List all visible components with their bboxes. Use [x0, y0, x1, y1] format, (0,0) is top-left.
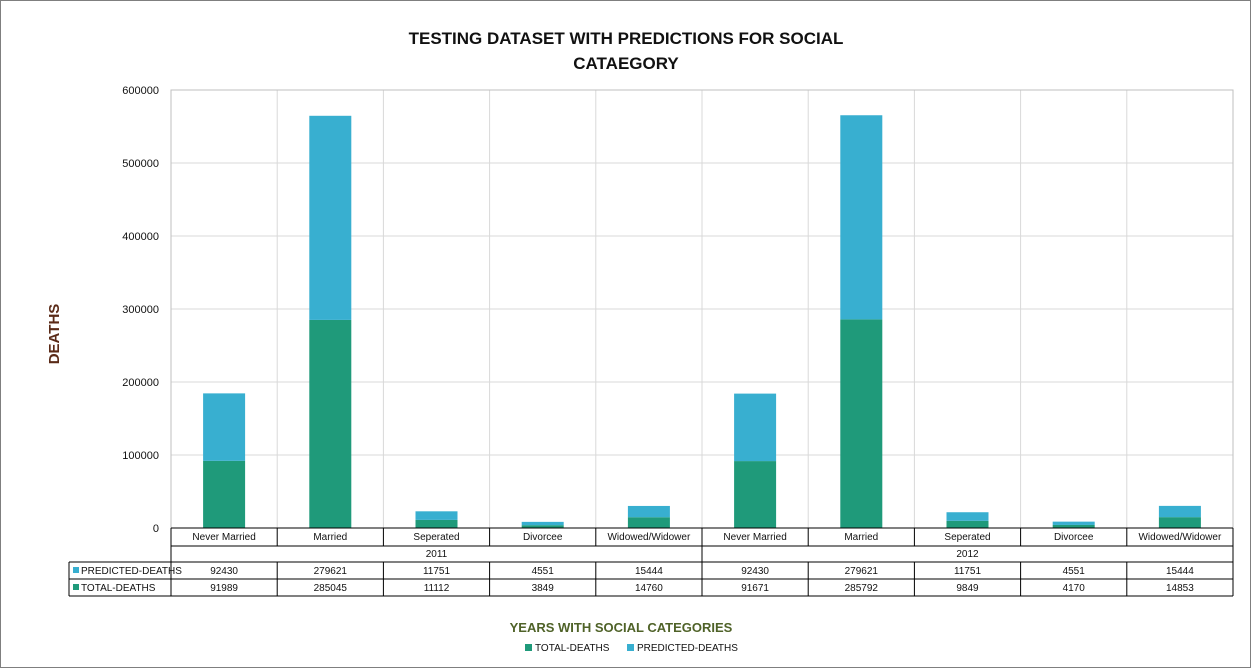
y-tick-label: 100000	[122, 450, 159, 462]
table-row-label: PREDICTED-DEATHS	[81, 566, 182, 577]
bar-predicted-deaths-9	[1158, 505, 1201, 518]
bar-total-deaths-7	[946, 520, 989, 528]
bar-total-deaths-6	[840, 319, 883, 528]
table-cell: 11112	[424, 583, 450, 594]
category-label: Married	[844, 532, 878, 543]
bar-predicted-deaths-0	[203, 393, 246, 461]
table-cell: 91989	[210, 583, 238, 594]
y-tick-label: 300000	[122, 304, 159, 316]
category-label: Never Married	[192, 532, 255, 543]
table-cell: 285792	[845, 583, 879, 594]
group-label: 2012	[956, 549, 979, 560]
bar-predicted-deaths-5	[734, 393, 777, 462]
legend-key-predicted-deaths	[627, 644, 634, 651]
table-cell: 4551	[1063, 566, 1086, 577]
bar-total-deaths-3	[521, 525, 564, 528]
group-label: 2011	[426, 549, 448, 560]
bar-predicted-deaths-4	[627, 505, 670, 518]
table-key-total-deaths	[73, 584, 79, 590]
chart-title-line-2: CATAEGORY	[573, 54, 679, 73]
bar-predicted-deaths-8	[1052, 521, 1095, 525]
category-label: Married	[313, 532, 347, 543]
table-cell: 279621	[845, 566, 879, 577]
bar-predicted-deaths-7	[946, 512, 989, 521]
bar-total-deaths-8	[1052, 524, 1095, 528]
table-cell: 92430	[741, 566, 769, 577]
table-cell: 14853	[1166, 583, 1194, 594]
bar-total-deaths-5	[734, 461, 777, 528]
y-tick-label: 500000	[122, 158, 159, 170]
y-tick-label: 200000	[122, 377, 159, 389]
table-key-predicted-deaths	[73, 567, 79, 573]
table-cell: 11751	[423, 566, 451, 577]
category-label: Widowed/Widower	[1138, 532, 1221, 543]
table-cell: 92430	[210, 566, 238, 577]
bar-total-deaths-9	[1158, 517, 1201, 528]
table-cell: 285045	[314, 583, 348, 594]
legend: TOTAL-DEATHS PREDICTED-DEATHS	[525, 643, 738, 654]
table-cell: 14760	[635, 583, 663, 594]
bar-total-deaths-0	[203, 460, 246, 528]
category-label: Seperated	[944, 532, 990, 543]
bar-layer	[203, 115, 1201, 528]
bar-predicted-deaths-2	[415, 511, 458, 520]
table-cell: 279621	[314, 566, 348, 577]
y-tick-label: 600000	[122, 85, 159, 97]
table-row-label: TOTAL-DEATHS	[81, 583, 156, 594]
bar-total-deaths-2	[415, 519, 458, 528]
category-label: Divorcee	[523, 532, 563, 543]
table-cell: 15444	[635, 566, 663, 577]
table-cell: 9849	[956, 583, 979, 594]
table-cell: 3849	[532, 583, 555, 594]
chart-title-line-1: TESTING DATASET WITH PREDICTIONS FOR SOC…	[409, 29, 844, 48]
table-cell: 4551	[532, 566, 555, 577]
category-label: Never Married	[723, 532, 786, 543]
table-cell: 91671	[741, 583, 769, 594]
legend-label: PREDICTED-DEATHS	[637, 643, 738, 654]
x-axis-title: YEARS WITH SOCIAL CATEGORIES	[510, 620, 733, 635]
category-label: Widowed/Widower	[607, 532, 690, 543]
grid-layer: 0 100000 200000 300000 400000 500000 600000	[122, 85, 1234, 535]
y-axis-label: DEATHS	[46, 304, 63, 365]
y-tick-label: 0	[153, 523, 159, 535]
bar-total-deaths-4	[627, 517, 670, 528]
bar-predicted-deaths-3	[521, 521, 564, 526]
category-label: Seperated	[413, 532, 459, 543]
legend-key-total-deaths	[525, 644, 532, 651]
y-tick-label: 400000	[122, 231, 159, 243]
table-cell: 4170	[1063, 583, 1086, 594]
bar-predicted-deaths-1	[309, 115, 352, 320]
table-cell: 11751	[954, 566, 982, 577]
bar-total-deaths-1	[309, 319, 352, 528]
legend-label: TOTAL-DEATHS	[535, 643, 610, 654]
bar-predicted-deaths-6	[840, 115, 883, 320]
data-table: Never Married Married Seperated Divorcee Wid…	[68, 527, 1234, 597]
category-label: Divorcee	[1054, 532, 1094, 543]
table-cell: 15444	[1166, 566, 1194, 577]
